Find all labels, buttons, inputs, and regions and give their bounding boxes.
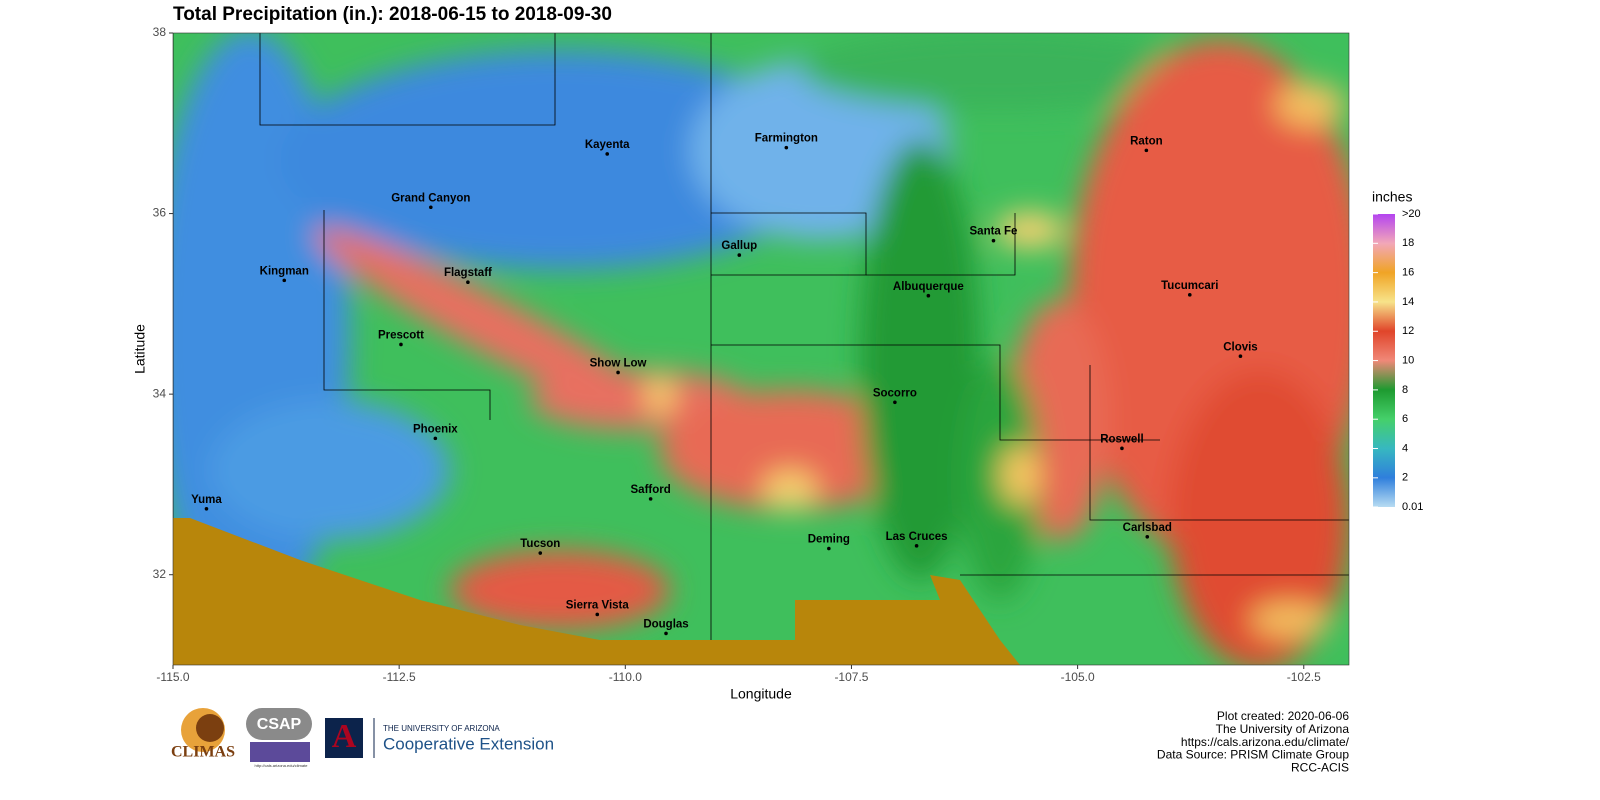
climas-logo: CLIMAS — [171, 744, 235, 761]
map-frame — [172, 32, 1350, 666]
city-label: Raton — [1130, 135, 1163, 147]
credit-line: RCC-ACIS — [1291, 760, 1349, 774]
x-axis-label: Longitude — [730, 686, 792, 702]
csap-url: http://cals.arizona.edu/climate — [255, 763, 309, 768]
city-label: Roswell — [1100, 433, 1143, 445]
city-point — [605, 152, 610, 156]
city-label: Prescott — [378, 330, 424, 342]
city-point — [1145, 534, 1150, 539]
city-point — [538, 551, 543, 555]
city-label: Safford — [631, 484, 671, 496]
y-tick-label: 32 — [153, 567, 167, 581]
city-label: Douglas — [643, 618, 688, 630]
ua-name: THE UNIVERSITY OF ARIZONA — [383, 724, 500, 733]
colorbar-label: 2 — [1402, 472, 1408, 484]
city-point — [914, 544, 919, 548]
chart-title: Total Precipitation (in.): 2018-06-15 to… — [173, 4, 612, 25]
colorbar-label: 4 — [1402, 442, 1408, 454]
city-label: Farmington — [755, 133, 818, 145]
city-point — [1120, 446, 1124, 451]
city-label: Flagstaff — [444, 267, 492, 279]
city-point — [595, 612, 600, 617]
colorbar — [1373, 214, 1395, 507]
city-point — [664, 631, 668, 636]
city-label: Grand Canyon — [391, 192, 470, 204]
colorbar-label: 0.01 — [1402, 501, 1423, 513]
colorbar-label: >20 — [1402, 208, 1421, 220]
city-point — [433, 436, 438, 441]
credit-line: Data Source: PRISM Climate Group — [1157, 748, 1349, 762]
city-label: Show Low — [590, 358, 647, 370]
legend-title: inches — [1372, 189, 1412, 205]
city-point — [648, 497, 653, 501]
city-point — [1144, 148, 1149, 153]
city-point — [893, 400, 897, 405]
city-label: Carlsbad — [1123, 522, 1172, 534]
city-point — [282, 278, 287, 283]
precipitation-raster — [173, 33, 1349, 665]
city-label: Las Cruces — [886, 531, 948, 543]
city-label: Sierra Vista — [566, 599, 630, 611]
city-point — [737, 253, 742, 257]
x-tick-label: -107.5 — [834, 670, 868, 684]
city-point — [991, 238, 996, 243]
city-point — [466, 280, 470, 284]
y-tick-label: 36 — [153, 206, 167, 220]
city-point — [616, 370, 620, 375]
city-point — [399, 342, 403, 347]
city-label: Clovis — [1223, 341, 1258, 353]
city-label: Tucson — [520, 538, 560, 550]
city-point — [204, 507, 209, 511]
credit-line: Plot created: 2020-06-06 — [1217, 709, 1349, 723]
y-tick-label: 34 — [153, 386, 167, 400]
city-point — [429, 205, 433, 210]
x-tick-label: -115.0 — [156, 670, 189, 684]
credit-line: The University of Arizona — [1216, 722, 1350, 736]
city-point — [827, 546, 831, 551]
city-point — [926, 293, 931, 298]
colorbar-label: 16 — [1402, 267, 1414, 279]
x-tick-label: -102.5 — [1287, 670, 1321, 684]
svg-text:A: A — [332, 718, 357, 755]
city-point — [1187, 293, 1192, 297]
extension-name: Cooperative Extension — [383, 734, 554, 753]
city-label: Gallup — [721, 240, 757, 252]
x-tick-label: -112.5 — [383, 670, 416, 684]
city-label: Kingman — [260, 265, 309, 277]
city-point — [1238, 354, 1243, 359]
colorbar-label: 12 — [1402, 325, 1414, 337]
colorbar-label: 14 — [1402, 296, 1414, 308]
city-label: Albuquerque — [893, 281, 964, 293]
x-tick-label: -110.0 — [609, 670, 642, 684]
city-label: Phoenix — [413, 423, 458, 435]
colorbar-label: 6 — [1402, 413, 1408, 425]
city-label: Socorro — [873, 387, 917, 399]
city-label: Santa Fe — [970, 226, 1018, 238]
city-label: Deming — [808, 534, 850, 546]
credit-line: https://cals.arizona.edu/climate/ — [1181, 735, 1350, 749]
city-label: Yuma — [191, 494, 222, 506]
y-tick-label: 38 — [153, 25, 167, 39]
city-label: Tucumcari — [1161, 280, 1218, 292]
y-axis-label: Latitude — [132, 324, 148, 374]
city-point — [784, 145, 789, 150]
city-label: Kayenta — [585, 139, 630, 151]
colorbar-label: 18 — [1402, 237, 1414, 249]
logos: CLIMAS CSAP http://cals.arizona.edu/clim… — [171, 708, 554, 768]
colorbar-label: 8 — [1402, 384, 1408, 396]
x-tick-label: -105.0 — [1061, 670, 1095, 684]
colorbar-label: 10 — [1402, 354, 1414, 366]
csap-logo: CSAP — [257, 716, 302, 733]
